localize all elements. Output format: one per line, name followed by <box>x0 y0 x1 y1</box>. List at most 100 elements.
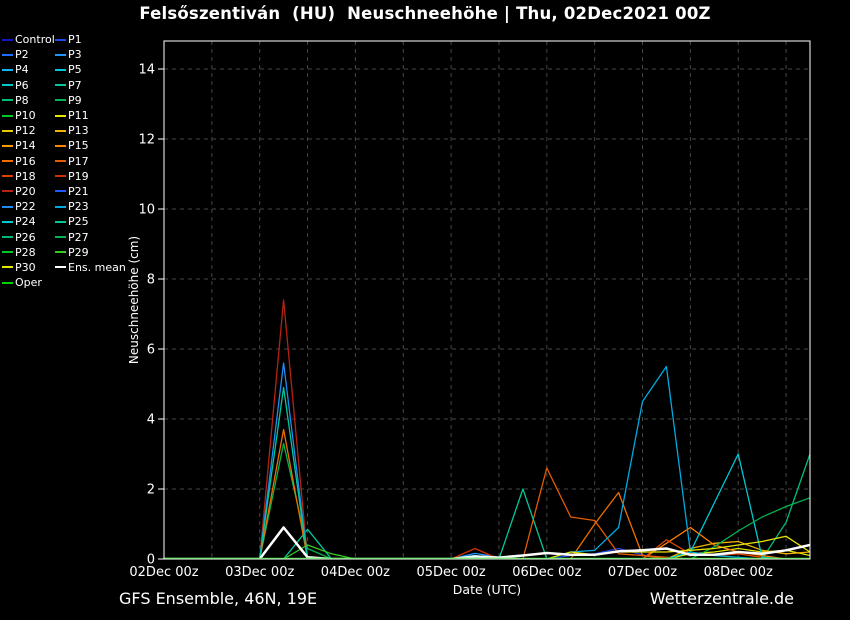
legend-swatch <box>55 84 66 87</box>
legend-swatch <box>55 144 66 147</box>
legend-item-p11: P11 <box>55 108 126 123</box>
series-line-p29 <box>164 544 810 559</box>
legend-label: P4 <box>15 63 29 77</box>
legend-swatch <box>2 236 13 239</box>
legend-label: P12 <box>15 124 36 138</box>
legend-swatch <box>55 114 66 117</box>
legend-item-p28: P28 <box>2 245 55 260</box>
legend-item-p5: P5 <box>55 62 126 77</box>
legend-label: P28 <box>15 245 36 259</box>
legend-label: Control <box>15 33 55 47</box>
legend-item-p19: P19 <box>55 169 126 184</box>
legend-item-p26: P26 <box>2 229 55 244</box>
legend-item-p7: P7 <box>55 78 126 93</box>
legend-label: P30 <box>15 260 36 274</box>
legend-item-p29: P29 <box>55 245 126 260</box>
legend-label: P8 <box>15 93 29 107</box>
y-tick-label: 12 <box>138 133 155 148</box>
legend-item-p20: P20 <box>2 184 55 199</box>
legend-label: P10 <box>15 109 36 123</box>
y-tick-label: 2 <box>147 483 155 498</box>
legend-item-p13: P13 <box>55 123 126 138</box>
legend-item-oper: Oper <box>2 275 55 290</box>
legend-label: P24 <box>15 215 36 229</box>
legend-swatch <box>2 53 13 56</box>
y-tick-label: 0 <box>147 553 155 568</box>
legend-swatch <box>2 38 13 41</box>
legend-label: P17 <box>68 154 89 168</box>
plot-area <box>164 299 810 559</box>
legend-item-p25: P25 <box>55 214 126 229</box>
legend-label: P18 <box>15 169 36 183</box>
legend-swatch <box>55 236 66 239</box>
legend-item-p24: P24 <box>2 214 55 229</box>
x-tick-label: 06Dec 00z <box>512 565 581 580</box>
legend-label: Ens. mean <box>68 260 126 274</box>
legend-label: P7 <box>68 78 82 92</box>
legend-swatch <box>55 99 66 102</box>
legend-swatch <box>2 266 13 269</box>
legend-swatch <box>55 175 66 178</box>
legend-label: P25 <box>68 215 89 229</box>
series-line-p7 <box>164 528 810 559</box>
legend-swatch <box>2 220 13 223</box>
page-title: Felsőszentiván (HU) Neuschneehöhe | Thu,… <box>139 4 711 23</box>
series-line-p16 <box>164 428 810 559</box>
legend-item-p16: P16 <box>2 154 55 169</box>
legend-swatch <box>55 251 66 254</box>
series-line-p22 <box>164 362 810 559</box>
legend-item-p27: P27 <box>55 229 126 244</box>
legend-label: P23 <box>68 200 89 214</box>
legend-swatch <box>55 129 66 132</box>
series-line-p27 <box>164 497 810 559</box>
legend-swatch <box>2 190 13 193</box>
legend-column-2: P1 P3 P5 P7 P9 P11 P13 P15 P17 P19 P21 P23 P25 P27 P29… <box>55 32 126 275</box>
legend-swatch <box>55 266 66 269</box>
legend-swatch <box>2 84 13 87</box>
legend-item-p1: P1 <box>55 32 126 47</box>
series-line-p25 <box>164 386 810 559</box>
legend-swatch <box>2 114 13 117</box>
legend-item-p18: P18 <box>2 169 55 184</box>
legend-item-p30: P30 <box>2 260 55 275</box>
x-tick-label: 03Dec 00z <box>225 565 294 580</box>
y-tick-label: 6 <box>147 343 155 358</box>
footer-model-info: GFS Ensemble, 46N, 19E <box>119 589 318 608</box>
legend-swatch <box>55 190 66 193</box>
series-line-p19 <box>164 547 810 559</box>
legend-swatch <box>2 175 13 178</box>
legend-label: P9 <box>68 93 82 107</box>
legend-item-p8: P8 <box>2 93 55 108</box>
legend-label: P21 <box>68 184 89 198</box>
legend-swatch <box>2 144 13 147</box>
legend-label: P15 <box>68 139 89 153</box>
legend-label: P6 <box>15 78 29 92</box>
legend-item-p4: P4 <box>2 62 55 77</box>
legend-swatch <box>2 99 13 102</box>
legend-swatch <box>2 251 13 254</box>
legend-swatch <box>55 220 66 223</box>
legend-swatch <box>55 68 66 71</box>
legend-label: P5 <box>68 63 82 77</box>
legend-label: P2 <box>15 48 29 62</box>
plot-border <box>163 40 811 560</box>
footer-site-name: Wetterzentrale.de <box>649 589 794 608</box>
legend-swatch <box>2 129 13 132</box>
legend-item-p9: P9 <box>55 93 126 108</box>
legend-swatch <box>2 281 13 284</box>
legend-label: P1 <box>68 33 82 47</box>
legend-item-p23: P23 <box>55 199 126 214</box>
legend-column-1: Control P2 P4 P6 P8 P10 P12 P14 P16 P18 P20 P22 P24 P… <box>2 32 55 290</box>
legend-swatch <box>55 53 66 56</box>
legend-swatch <box>2 160 13 163</box>
legend-item-p15: P15 <box>55 138 126 153</box>
legend-label: P19 <box>68 169 89 183</box>
x-tick-label: 05Dec 00z <box>417 565 486 580</box>
x-tick-label: 08Dec 00z <box>704 565 773 580</box>
legend-item-p2: P2 <box>2 47 55 62</box>
legend-item-p22: P22 <box>2 199 55 214</box>
legend-label: P14 <box>15 139 36 153</box>
legend-label: P22 <box>15 200 36 214</box>
y-tick-label: 10 <box>138 203 155 218</box>
